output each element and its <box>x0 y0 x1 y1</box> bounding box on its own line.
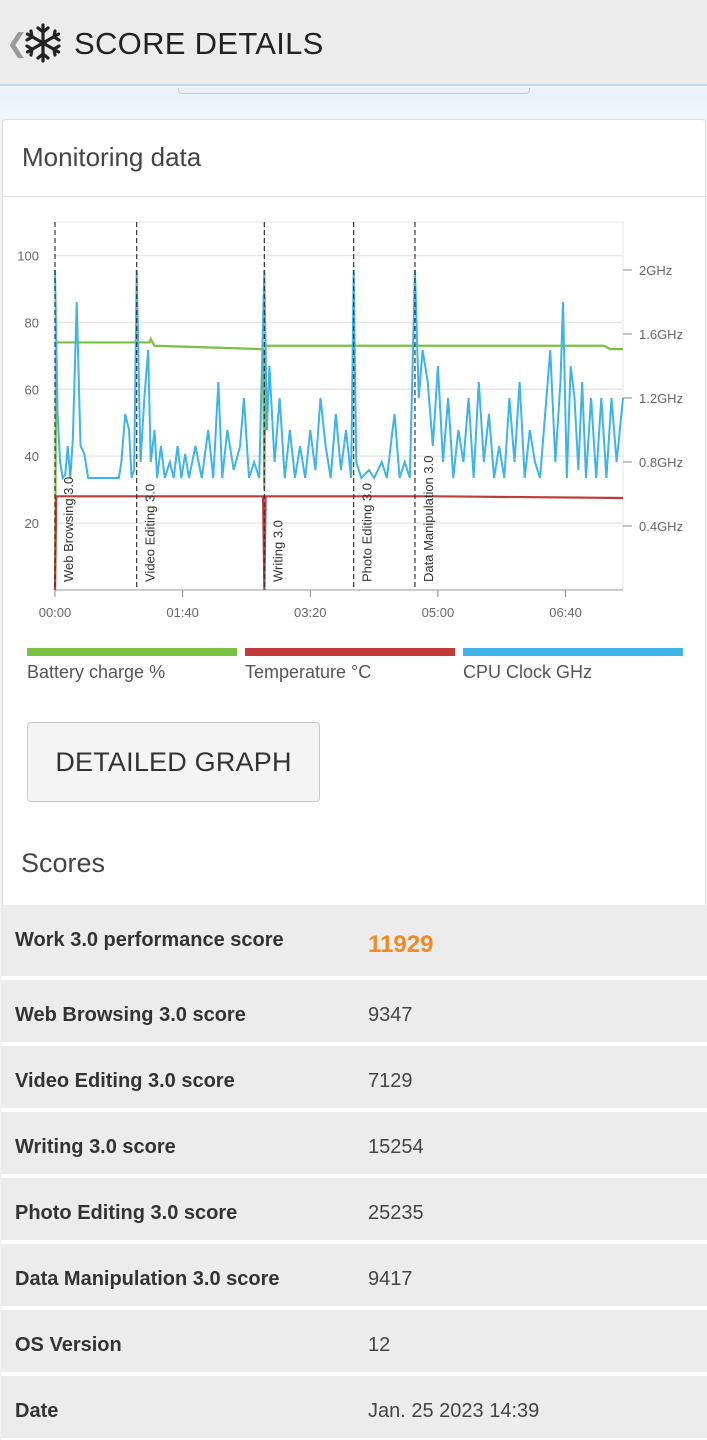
score-value: 9347 <box>368 1004 413 1026</box>
legend-label: Battery charge % <box>27 662 166 682</box>
score-label: OS Version <box>15 1334 122 1356</box>
score-value: 15254 <box>368 1136 424 1158</box>
legend-swatch <box>245 648 455 656</box>
score-label: Data Manipulation 3.0 score <box>15 1268 280 1290</box>
test-marker-label: Web Browsing 3.0 <box>61 477 76 582</box>
y2-tick-label: 2GHz <box>639 263 672 278</box>
score-value: 9417 <box>368 1268 413 1290</box>
top-bar: ❮ SCORE DETAILS <box>0 0 707 86</box>
score-label: Web Browsing 3.0 score <box>15 1004 246 1026</box>
y-tick-label: 80 <box>25 315 39 330</box>
y-tick-label: 20 <box>25 516 39 531</box>
page-title: SCORE DETAILS <box>74 26 324 61</box>
score-label: Photo Editing 3.0 score <box>15 1202 238 1224</box>
score-value: 7129 <box>368 1070 413 1092</box>
legend-label: CPU Clock GHz <box>463 662 593 682</box>
monitoring-chart[interactable]: 20 40 60 80 100 0.4GHz 0.8GHz 1.2GHz 1.6GHz 2GHz 0… <box>3 210 707 640</box>
score-value: Jan. 25 2023 14:39 <box>368 1400 540 1422</box>
y2-tick-label: 0.4GHz <box>639 519 683 534</box>
test-marker-label: Writing 3.0 <box>270 520 285 582</box>
x-tick-label: 05:00 <box>422 605 455 620</box>
score-label: Date <box>15 1400 59 1422</box>
test-marker-label: Data Manipulation 3.0 <box>421 456 436 582</box>
y-tick-label: 40 <box>25 449 39 464</box>
x-tick-label: 03:20 <box>294 605 327 620</box>
scores-table: Work 3.0 performance score 11929 Web Brow… <box>1 905 707 1440</box>
snowflake-icon <box>25 23 61 63</box>
score-value: 25235 <box>368 1202 424 1224</box>
table-row: Work 3.0 performance score 11929 <box>1 905 707 980</box>
table-row: Video Editing 3.0 score 7129 <box>1 1046 707 1112</box>
legend-label: Temperature °C <box>245 662 372 682</box>
legend-cpu: CPU Clock GHz <box>463 648 683 683</box>
series-line <box>54 269 624 481</box>
x-tick-label: 00:00 <box>39 605 72 620</box>
test-marker-label: Photo Editing 3.0 <box>360 483 375 582</box>
table-row: Date Jan. 25 2023 14:39 <box>1 1376 707 1440</box>
table-row: Writing 3.0 score 15254 <box>1 1112 707 1178</box>
legend-temperature: Temperature °C <box>245 648 455 683</box>
score-label: Video Editing 3.0 score <box>15 1070 235 1092</box>
table-row: Data Manipulation 3.0 score 9417 <box>1 1244 707 1310</box>
chevron-left-icon[interactable]: ❮ <box>6 28 28 58</box>
x-tick-label: 06:40 <box>549 605 582 620</box>
card-divider <box>3 196 707 197</box>
score-label: Writing 3.0 score <box>15 1136 176 1158</box>
tab-strip <box>0 88 707 118</box>
y-tick-label: 60 <box>25 382 39 397</box>
x-tick-label: 01:40 <box>166 605 199 620</box>
tab-indicator <box>178 88 530 94</box>
y2-tick-label: 1.2GHz <box>639 391 683 406</box>
legend-swatch <box>27 648 237 656</box>
y2-tick-label: 1.6GHz <box>639 327 683 342</box>
score-value: 11929 <box>368 931 434 958</box>
scores-title: Scores <box>21 848 106 878</box>
series-line <box>53 495 624 591</box>
y-tick-label: 100 <box>17 248 39 263</box>
y2-tick-label: 0.8GHz <box>639 455 683 470</box>
score-value: 12 <box>368 1334 391 1356</box>
legend-battery: Battery charge % <box>27 648 237 683</box>
monitoring-title: Monitoring data <box>22 142 202 172</box>
monitoring-card: Monitoring data 20 40 60 80 100 0.4GHz 0.8GHz 1… <box>1 119 707 1440</box>
legend-swatch <box>463 648 683 656</box>
score-label: Work 3.0 performance score <box>15 929 284 951</box>
table-row: Web Browsing 3.0 score 9347 <box>1 980 707 1046</box>
test-marker-label: Video Editing 3.0 <box>143 484 158 582</box>
table-row: OS Version 12 <box>1 1310 707 1376</box>
detailed-graph-button[interactable]: DETAILED GRAPH <box>27 722 320 802</box>
table-row: Photo Editing 3.0 score 25235 <box>1 1178 707 1244</box>
